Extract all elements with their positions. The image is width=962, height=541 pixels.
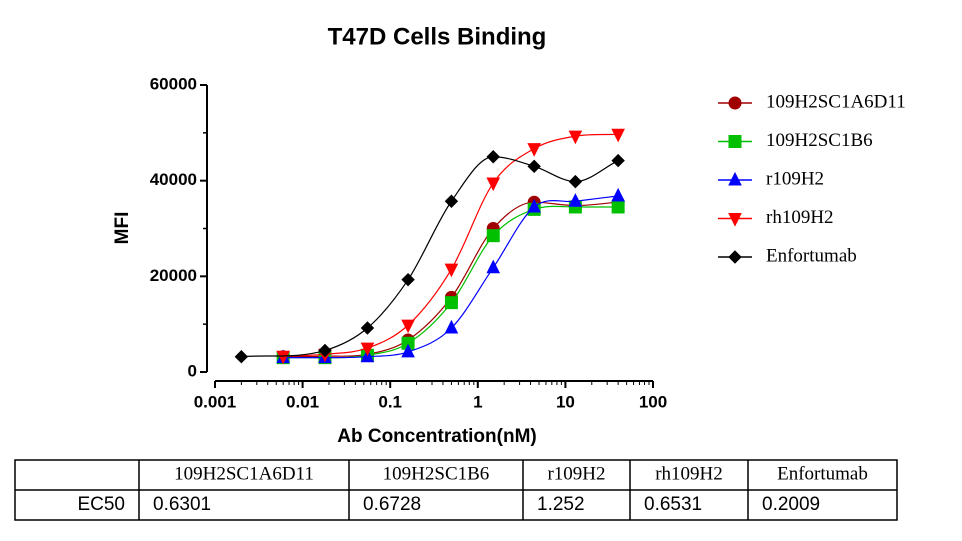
point [611,128,625,143]
point [486,177,501,192]
point [611,153,625,168]
table-cell: 0.6531 [644,494,702,515]
table-header: rh109H2 [655,463,723,484]
point [568,130,583,145]
point [527,159,541,174]
table-header: Enfortumab [777,463,868,484]
legend-label: rh109H2 [766,207,834,228]
x-tick-label: 0.1 [378,392,402,411]
fit-curve [283,205,619,359]
table: 109H2SC1A6D11 109H2SC1B6 r109H2 rh109H2 Enfo… [14,459,898,521]
y-axis-label: MFI [112,212,133,245]
point [318,343,332,358]
legend-label: 109H2SC1A6D11 [766,91,906,112]
table-cell: 0.6301 [153,494,211,515]
point [568,193,583,207]
x-tick-label: 10 [556,392,575,411]
point [401,272,415,287]
point [401,319,415,334]
legend-label: r109H2 [766,168,824,189]
y-tick-label: 40000 [150,170,197,189]
point [568,174,583,189]
chart-title: T47D Cells Binding [328,23,547,50]
point [444,296,458,310]
point [276,350,290,365]
point [527,143,541,157]
point [444,194,459,208]
table-cell: 0.6728 [363,494,421,515]
table-header: 109H2SC1B6 [383,463,490,484]
point [486,259,501,274]
legend-marker [728,213,742,227]
y-tick-label: 60000 [150,74,197,93]
point [527,198,541,213]
legend-marker [728,171,742,186]
x-tick-label: 100 [639,392,667,411]
point [611,200,625,214]
point [611,187,625,202]
legend-marker [728,250,742,264]
table-header: r109H2 [547,463,605,484]
x-axis-label: Ab Concentration(nM) [337,426,536,447]
y-tick-label: 20000 [150,266,197,285]
x-tick-label: 1 [473,392,482,411]
y-tick-label: 0 [188,361,197,380]
point [401,343,415,358]
point [444,319,459,334]
point [486,150,500,164]
table-header: 109H2SC1A6D11 [174,463,314,484]
legend-marker [728,135,742,148]
legend-label: Enfortumab [766,245,857,266]
x-tick-label: 0.01 [286,392,319,411]
legend-marker [728,96,742,110]
x-tick-label: 0.001 [194,392,237,411]
point [234,349,249,364]
legend-label: 109H2SC1B6 [766,130,873,151]
point [360,321,375,335]
point [444,263,459,278]
table-cell: 1.252 [537,494,585,515]
point [360,342,375,357]
fit-curve [283,201,619,358]
point [486,229,500,243]
table-row-label: EC50 [77,494,125,515]
table-cell: 0.2009 [762,494,820,515]
